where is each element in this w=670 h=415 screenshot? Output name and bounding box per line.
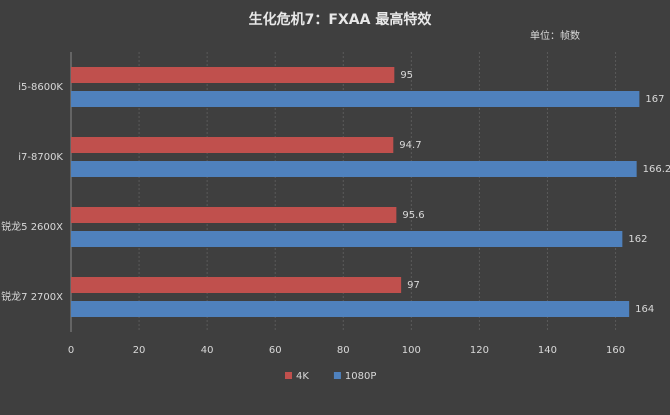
bar [71, 207, 397, 223]
bar [71, 277, 402, 293]
y-tick-label: 锐龙5 2600X [1, 220, 63, 233]
chart-title: 生化危机7：FXAA 最高特效 [249, 11, 433, 28]
chart-subtitle: 单位：帧数 [530, 29, 580, 42]
bar [71, 161, 637, 177]
y-tick-label: i7-8700K [18, 152, 63, 163]
data-label: 167 [645, 94, 664, 105]
x-tick-label: 40 [201, 345, 214, 356]
y-tick-label: 锐龙7 2700X [1, 290, 63, 303]
x-tick-label: 20 [133, 345, 146, 356]
data-label: 97 [407, 280, 420, 291]
legend-swatch [333, 372, 341, 379]
data-label: 162 [628, 234, 647, 245]
x-tick-label: 60 [269, 345, 282, 356]
x-tick-label: 140 [538, 345, 557, 356]
legend-label: 1080P [345, 371, 376, 382]
data-label: 164 [635, 304, 654, 315]
x-tick-label: 0 [68, 345, 74, 356]
bar [71, 301, 630, 317]
x-tick-label: 160 [606, 345, 625, 356]
data-label: 94.7 [399, 140, 421, 151]
data-label: 166.2 [643, 164, 670, 175]
x-tick-label: 120 [470, 345, 489, 356]
bar [71, 137, 394, 153]
x-tick-label: 80 [337, 345, 350, 356]
data-label: 95 [400, 70, 413, 81]
data-label: 95.6 [402, 210, 424, 221]
legend-label: 4K [296, 371, 309, 382]
y-tick-label: i5-8600K [18, 82, 63, 93]
x-tick-label: 100 [402, 345, 421, 356]
legend-swatch [285, 372, 292, 379]
bar [71, 67, 395, 83]
bar [71, 91, 640, 107]
bar [71, 231, 623, 247]
